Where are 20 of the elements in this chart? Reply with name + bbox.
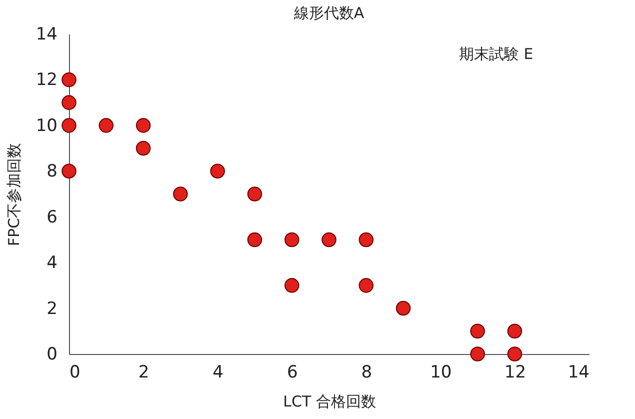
x-tick-label: 4 <box>212 362 224 382</box>
x-tick-label: 0 <box>70 362 80 382</box>
y-tick-label: 12 <box>36 70 58 90</box>
x-tick-label: 2 <box>138 362 150 382</box>
x-tick-label: 12 <box>504 362 526 382</box>
y-tick-label: 10 <box>36 116 58 136</box>
x-axis-title: LCT 合格回数 <box>283 392 376 410</box>
chart-title: 線形代数A <box>292 4 365 22</box>
y-tick-label: 14 <box>36 24 58 44</box>
x-tick-label: 8 <box>361 362 372 382</box>
x-tick-label: 6 <box>286 362 298 382</box>
x-tick-label: 10 <box>430 362 452 382</box>
y-tick-label: 4 <box>46 253 58 274</box>
x-tick-label: 14 <box>568 362 590 382</box>
y-tick-label: 2 <box>46 298 58 319</box>
y-tick-label: 6 <box>46 207 58 228</box>
annotation: 期末試験 E <box>459 45 534 63</box>
y-tick-label: 8 <box>46 162 58 182</box>
y-axis-title: FPC不参加回数 <box>4 142 23 246</box>
y-tick-label: 0 <box>46 344 58 364</box>
